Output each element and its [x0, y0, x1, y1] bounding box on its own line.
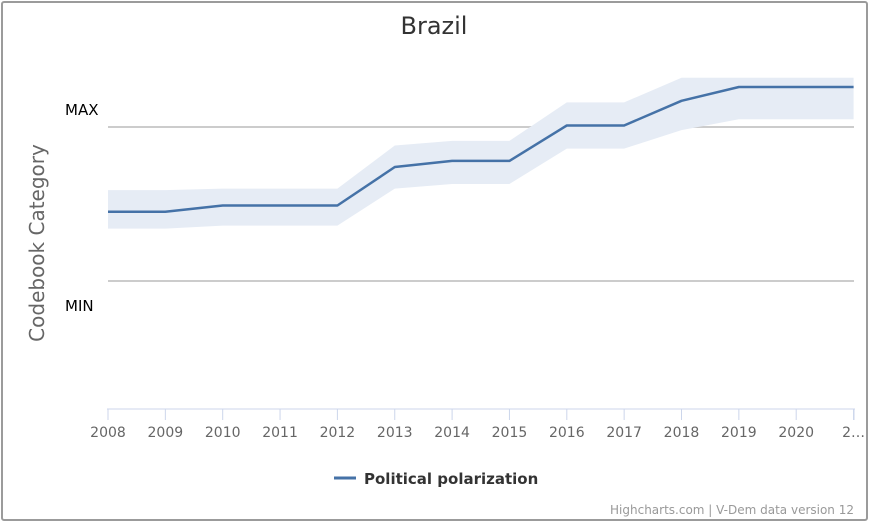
- x-tick-label: 2012: [320, 425, 356, 441]
- y-axis-title: Codebook Category: [25, 144, 49, 342]
- x-tick-label: 2020: [778, 425, 814, 441]
- x-tick-label: 2011: [262, 425, 298, 441]
- x-tick-label: 2009: [148, 425, 184, 441]
- y-category-max: MAX: [65, 101, 98, 119]
- series-line-political-polarization[interactable]: [108, 85, 854, 213]
- chart-title: Brazil: [401, 12, 468, 40]
- x-tick-label: 2016: [549, 425, 585, 441]
- x-tick-label: 2…: [842, 425, 865, 441]
- y-category-min: MIN: [65, 297, 94, 315]
- x-tick-label: 2017: [606, 425, 642, 441]
- x-tick-label: 2010: [205, 425, 241, 441]
- x-tick-label: 2008: [90, 425, 126, 441]
- credits-text[interactable]: Highcharts.com | V-Dem data version 12: [610, 503, 854, 517]
- x-tick-label: 2015: [492, 425, 528, 441]
- x-tick-label: 2018: [664, 425, 700, 441]
- legend-item-political-polarization[interactable]: Political polarization: [364, 470, 538, 488]
- x-tick-label: 2013: [377, 425, 413, 441]
- x-tick-label: 2014: [434, 425, 470, 441]
- confidence-band: [108, 77, 854, 229]
- x-tick-label: 2019: [721, 425, 757, 441]
